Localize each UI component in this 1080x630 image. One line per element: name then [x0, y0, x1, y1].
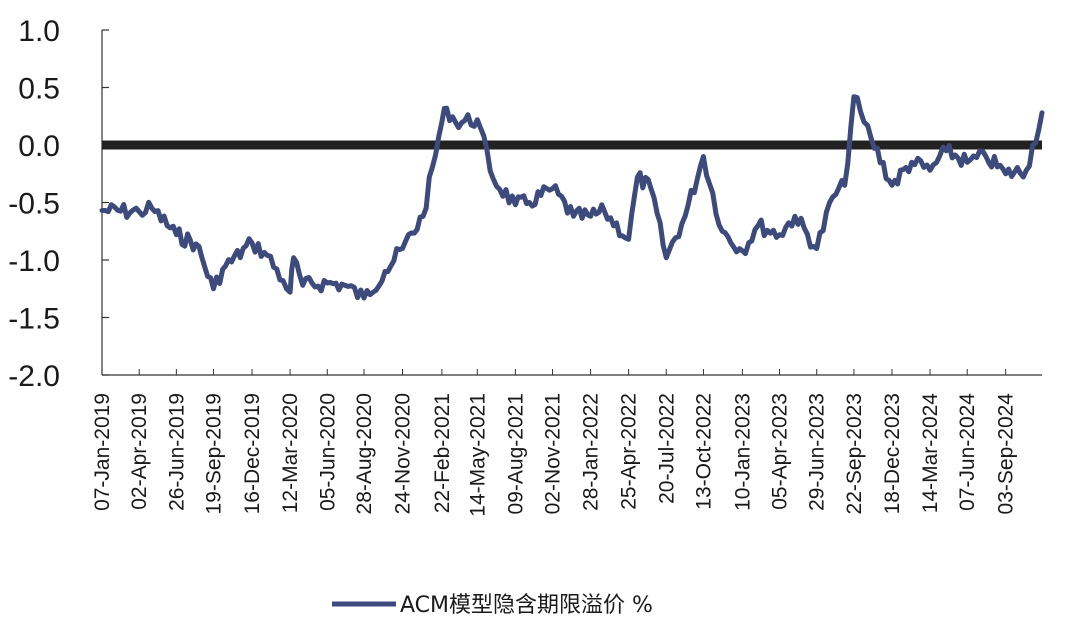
- legend-label-acm-term-premium: ACM模型隐含期限溢价 %: [400, 593, 653, 618]
- x-tick-label: 25-Apr-2022: [618, 393, 641, 510]
- x-tick-label: 18-Dec-2023: [881, 393, 904, 514]
- x-tick-label: 22-Sep-2023: [843, 393, 866, 514]
- x-tick-label: 16-Dec-2019: [241, 393, 264, 514]
- x-tick-label: 05-Apr-2023: [769, 393, 792, 510]
- y-tick-label: -2.0: [8, 360, 60, 393]
- y-tick-label: 1.0: [18, 15, 60, 48]
- y-axis: 1.0 0.5 0.0 -0.5 -1.0 -1.5 -2.0: [8, 15, 109, 393]
- x-tick-label: 10-Jan-2023: [731, 393, 754, 511]
- y-tick-label: -0.5: [8, 188, 60, 221]
- x-tick-label: 26-Jun-2019: [165, 393, 188, 511]
- x-tick-label: 02-Nov-2021: [542, 393, 565, 514]
- series-line-acm-term-premium: [99, 94, 1045, 301]
- legend: ACM模型隐含期限溢价 %: [332, 593, 653, 618]
- x-tick-label: 13-Oct-2022: [692, 393, 715, 510]
- y-tick-label: -1.0: [8, 245, 60, 278]
- x-tick-label: 28-Jan-2022: [580, 393, 603, 511]
- x-tick-label: 03-Sep-2024: [995, 393, 1018, 515]
- x-tick-label: 07-Jan-2019: [91, 393, 114, 511]
- x-tick-label: 12-Mar-2020: [279, 393, 302, 513]
- x-tick-label: 20-Jul-2022: [655, 393, 678, 504]
- x-axis: 07-Jan-2019 02-Apr-2019 26-Jun-2019 19-Sep-…: [91, 369, 1042, 517]
- x-tick-label: 14-Mar-2024: [919, 393, 942, 514]
- x-tick-label: 02-Apr-2019: [128, 393, 151, 510]
- y-tick-label: 0.0: [18, 130, 60, 163]
- x-tick-label: 29-Jun-2023: [806, 393, 829, 511]
- x-tick-label: 24-Nov-2020: [392, 393, 415, 514]
- y-tick-label: 0.5: [18, 73, 60, 106]
- x-tick-label: 28-Aug-2020: [353, 393, 376, 514]
- x-tick-label: 22-Feb-2021: [431, 393, 454, 513]
- series-layer: [99, 94, 1045, 301]
- x-tick-label: 19-Sep-2019: [203, 393, 226, 514]
- x-tick-label: 07-Jun-2024: [956, 393, 979, 511]
- x-tick-label: 14-May-2021: [466, 393, 489, 517]
- x-tick-label: 09-Aug-2021: [504, 393, 527, 514]
- y-tick-label: -1.5: [8, 303, 60, 336]
- x-tick-label: 05-Jun-2020: [316, 393, 339, 511]
